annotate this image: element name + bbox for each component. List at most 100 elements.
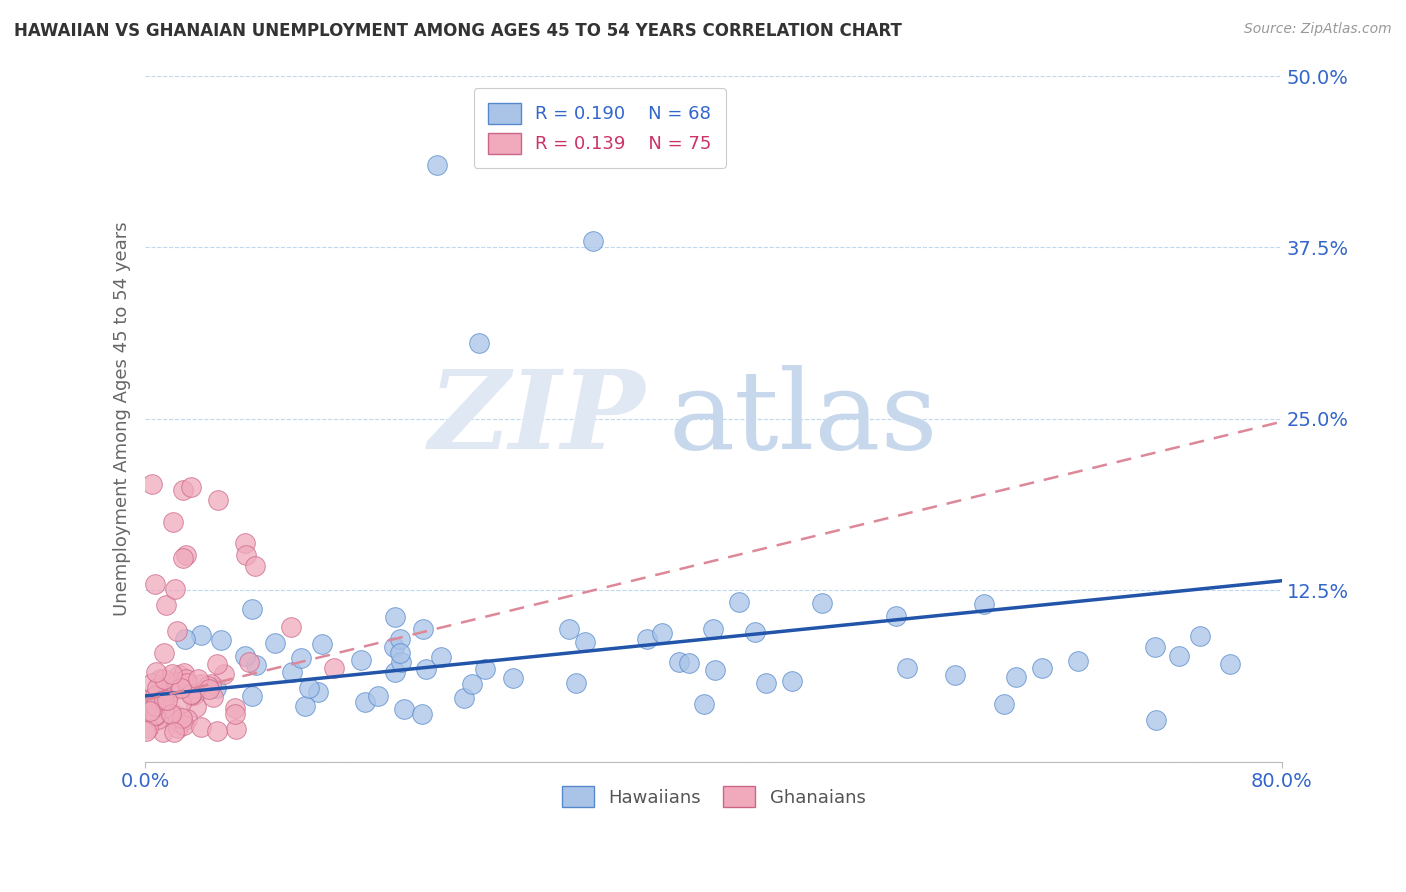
Point: [214, 667, 236, 681]
Point: [1067, 654, 1090, 668]
Point: [1219, 657, 1241, 671]
Point: [415, 662, 437, 676]
Point: [207, 493, 229, 508]
Point: [294, 699, 316, 714]
Point: [205, 724, 228, 739]
Point: [152, 647, 174, 661]
Point: [145, 681, 167, 695]
Point: [280, 665, 302, 679]
Point: [240, 601, 263, 615]
Point: [204, 681, 226, 696]
Point: [973, 597, 995, 611]
Point: [224, 701, 246, 715]
Point: [382, 640, 405, 654]
Point: [651, 626, 673, 640]
Point: [141, 676, 163, 690]
Point: [166, 624, 188, 638]
Point: [180, 688, 202, 702]
Point: [727, 594, 749, 608]
Point: [163, 582, 186, 596]
Point: [884, 608, 907, 623]
Point: [201, 690, 224, 705]
Point: [172, 550, 194, 565]
Point: [755, 675, 778, 690]
Point: [565, 675, 588, 690]
Point: [311, 637, 333, 651]
Point: [176, 675, 198, 690]
Point: [264, 635, 287, 649]
Point: [558, 622, 581, 636]
Point: [411, 707, 433, 722]
Point: [636, 632, 658, 647]
Point: [180, 480, 202, 494]
Point: [180, 689, 202, 703]
Point: [136, 698, 159, 713]
Point: [307, 684, 329, 698]
Point: [197, 679, 219, 693]
Point: [162, 516, 184, 530]
Point: [143, 576, 166, 591]
Point: [811, 596, 834, 610]
Point: [139, 705, 162, 719]
Point: [384, 665, 406, 680]
Point: [155, 598, 177, 612]
Point: [145, 699, 167, 714]
Point: [233, 536, 256, 550]
Point: [388, 632, 411, 647]
Point: [163, 725, 186, 739]
Point: [298, 681, 321, 695]
Point: [1004, 670, 1026, 684]
Point: [474, 662, 496, 676]
Point: [149, 691, 172, 706]
Point: [384, 609, 406, 624]
Point: [233, 649, 256, 664]
Point: [235, 548, 257, 562]
Point: [149, 681, 172, 695]
Text: HAWAIIAN VS GHANAIAN UNEMPLOYMENT AMONG AGES 45 TO 54 YEARS CORRELATION CHART: HAWAIIAN VS GHANAIAN UNEMPLOYMENT AMONG …: [14, 22, 901, 40]
Legend: Hawaiians, Ghanaians: Hawaiians, Ghanaians: [554, 780, 873, 814]
Point: [148, 712, 170, 726]
Point: [169, 681, 191, 695]
Point: [280, 620, 302, 634]
Point: [160, 707, 183, 722]
Point: [350, 652, 373, 666]
Point: [150, 694, 173, 708]
Text: ZIP: ZIP: [429, 365, 645, 473]
Point: [141, 477, 163, 491]
Point: [174, 632, 197, 646]
Point: [174, 673, 197, 687]
Point: [896, 661, 918, 675]
Point: [412, 623, 434, 637]
Point: [582, 234, 605, 248]
Point: [1188, 629, 1211, 643]
Point: [135, 723, 157, 738]
Point: [290, 650, 312, 665]
Point: [240, 690, 263, 704]
Point: [149, 672, 172, 686]
Point: [1031, 661, 1053, 675]
Point: [163, 708, 186, 723]
Point: [703, 663, 725, 677]
Point: [943, 668, 966, 682]
Point: [744, 624, 766, 639]
Point: [238, 655, 260, 669]
Point: [389, 656, 412, 670]
Point: [153, 672, 176, 686]
Point: [176, 549, 198, 563]
Point: [173, 718, 195, 732]
Point: [190, 720, 212, 734]
Point: [1144, 714, 1167, 728]
Point: [197, 682, 219, 697]
Point: [152, 725, 174, 739]
Point: [702, 622, 724, 636]
Point: [389, 646, 412, 660]
Point: [692, 698, 714, 712]
Point: [146, 690, 169, 705]
Point: [574, 635, 596, 649]
Point: [170, 711, 193, 725]
Point: [209, 633, 232, 648]
Point: [190, 677, 212, 691]
Point: [468, 336, 491, 351]
Point: [224, 706, 246, 721]
Point: [461, 676, 484, 690]
